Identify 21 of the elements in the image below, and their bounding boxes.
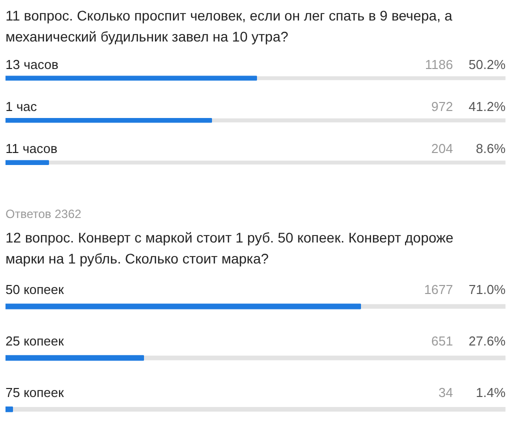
category-label: 13 часов bbox=[6, 56, 58, 72]
annotation: 204 bbox=[431, 141, 454, 156]
chart-title: 12 вопрос. Конверт с маркой стоит 1 руб. 50 копеек. Конверт дороже марки на 1 рубль. Сколько стоит марка? bbox=[6, 230, 454, 266]
annotation: 1186 bbox=[425, 56, 454, 72]
category-label: 11 часов bbox=[6, 141, 58, 156]
data-label: 27.6% bbox=[468, 333, 506, 348]
chart-title: 11 вопрос. Сколько проспит человек, если он лег спать в 9 вечера, а механический будильник завел на 10 утра? bbox=[6, 8, 452, 44]
category-label: 75 копеек bbox=[6, 384, 64, 400]
data-label: 50.2% bbox=[468, 56, 506, 72]
data-label: 71.0% bbox=[468, 282, 506, 297]
data-label: 41.2% bbox=[468, 98, 506, 114]
annotation: 1677 bbox=[424, 282, 453, 297]
category-label: 50 копеек bbox=[6, 282, 64, 297]
data-label: 8.6% bbox=[476, 141, 506, 156]
category-label: 1 час bbox=[6, 98, 37, 114]
category-label: 25 копеек bbox=[6, 333, 64, 348]
annotation: 34 bbox=[438, 384, 454, 400]
text: Ответов 2362 bbox=[6, 207, 82, 222]
annotation: 972 bbox=[431, 98, 454, 114]
data-label: 1.4% bbox=[476, 384, 506, 400]
annotation: 651 bbox=[431, 333, 454, 348]
